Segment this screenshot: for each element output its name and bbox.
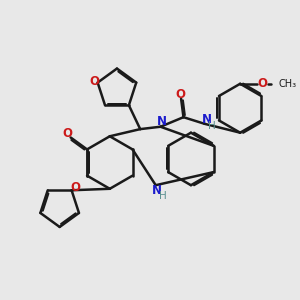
Text: O: O [71,182,81,194]
Text: H: H [159,190,167,201]
Text: CH₃: CH₃ [278,79,296,89]
Text: N: N [157,115,167,128]
Text: H: H [208,121,216,131]
Text: N: N [201,113,212,126]
Text: N: N [152,184,162,197]
Text: O: O [89,75,99,88]
Text: O: O [62,127,72,140]
Text: O: O [257,77,268,90]
Text: O: O [176,88,185,101]
